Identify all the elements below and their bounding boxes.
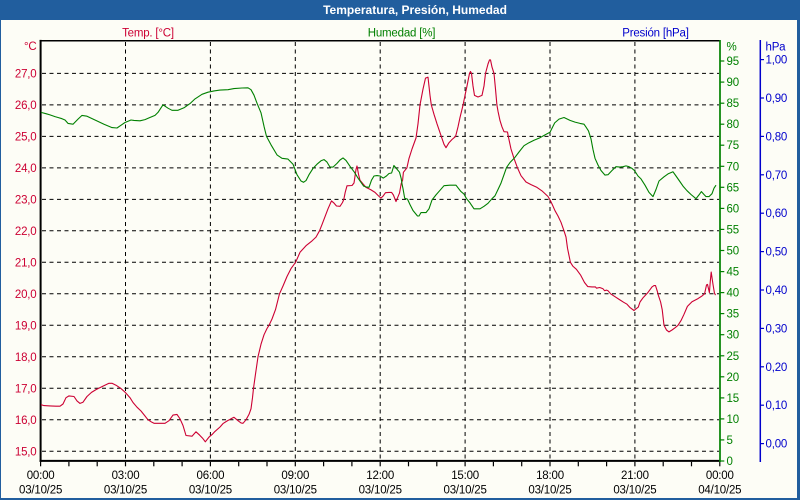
svg-text:21,0: 21,0 (15, 257, 37, 269)
svg-text:03/10/25: 03/10/25 (104, 485, 147, 497)
svg-text:0: 0 (727, 456, 733, 468)
svg-text:15:00: 15:00 (451, 470, 479, 482)
svg-text:24,0: 24,0 (15, 163, 37, 175)
svg-text:0,40: 0,40 (766, 285, 788, 297)
svg-text:1,00: 1,00 (766, 55, 788, 67)
svg-text:65: 65 (727, 182, 739, 194)
svg-text:03/10/25: 03/10/25 (444, 485, 487, 497)
svg-text:5: 5 (727, 435, 733, 447)
svg-text:70: 70 (727, 161, 739, 173)
svg-text:40: 40 (727, 288, 739, 300)
svg-text:26,0: 26,0 (15, 100, 37, 112)
svg-text:19,0: 19,0 (15, 320, 37, 332)
svg-text:30: 30 (727, 330, 739, 342)
svg-text:22,0: 22,0 (15, 226, 37, 238)
svg-text:04/10/25: 04/10/25 (698, 485, 741, 497)
svg-text:17,0: 17,0 (15, 383, 37, 395)
svg-text:20: 20 (727, 372, 739, 384)
svg-text:0,90: 0,90 (766, 93, 788, 105)
svg-text:0,60: 0,60 (766, 208, 788, 220)
svg-text:03:00: 03:00 (112, 470, 140, 482)
svg-text:03/10/25: 03/10/25 (359, 485, 402, 497)
svg-text:00:00: 00:00 (27, 470, 55, 482)
svg-text:hPa: hPa (766, 42, 787, 54)
svg-text:0,50: 0,50 (766, 247, 788, 259)
svg-text:23,0: 23,0 (15, 194, 37, 206)
svg-text:18,0: 18,0 (15, 352, 37, 364)
svg-text:75: 75 (727, 140, 739, 152)
svg-text:21:00: 21:00 (621, 470, 649, 482)
svg-text:20,0: 20,0 (15, 289, 37, 301)
svg-text:00:00: 00:00 (706, 470, 734, 482)
svg-text:Presión [hPa]: Presión [hPa] (622, 27, 688, 39)
svg-text:15: 15 (727, 393, 739, 405)
svg-text:03/10/25: 03/10/25 (274, 485, 317, 497)
svg-text:27,0: 27,0 (15, 68, 37, 80)
svg-text:09:00: 09:00 (281, 470, 309, 482)
svg-text:25: 25 (727, 351, 739, 363)
svg-text:45: 45 (727, 267, 739, 279)
svg-text:35: 35 (727, 309, 739, 321)
svg-text:18:00: 18:00 (536, 470, 564, 482)
svg-text:0,10: 0,10 (766, 400, 788, 412)
svg-text:90: 90 (727, 77, 739, 89)
svg-text:0,70: 0,70 (766, 170, 788, 182)
svg-text:06:00: 06:00 (197, 470, 225, 482)
svg-text:03/10/25: 03/10/25 (19, 485, 62, 497)
svg-text:15,0: 15,0 (15, 446, 37, 458)
svg-text:55: 55 (727, 224, 739, 236)
svg-text:10: 10 (727, 414, 739, 426)
svg-text:03/10/25: 03/10/25 (528, 485, 571, 497)
svg-text:Temp. [°C]: Temp. [°C] (122, 27, 174, 39)
svg-text:95: 95 (727, 56, 739, 68)
svg-text:25,0: 25,0 (15, 131, 37, 143)
svg-text:12:00: 12:00 (366, 470, 394, 482)
svg-text:50: 50 (727, 246, 739, 258)
svg-text:0,20: 0,20 (766, 362, 788, 374)
svg-text:0,00: 0,00 (766, 439, 788, 451)
svg-text:60: 60 (727, 203, 739, 215)
svg-text:Humedad [%]: Humedad [%] (368, 27, 435, 39)
svg-text:0,30: 0,30 (766, 323, 788, 335)
svg-text:03/10/25: 03/10/25 (189, 485, 232, 497)
svg-text:80: 80 (727, 119, 739, 131)
svg-text:16,0: 16,0 (15, 415, 37, 427)
svg-text:85: 85 (727, 98, 739, 110)
svg-text:0,80: 0,80 (766, 131, 788, 143)
svg-text:%: % (727, 42, 737, 54)
svg-text:03/10/25: 03/10/25 (613, 485, 656, 497)
svg-text:°C: °C (24, 41, 37, 53)
